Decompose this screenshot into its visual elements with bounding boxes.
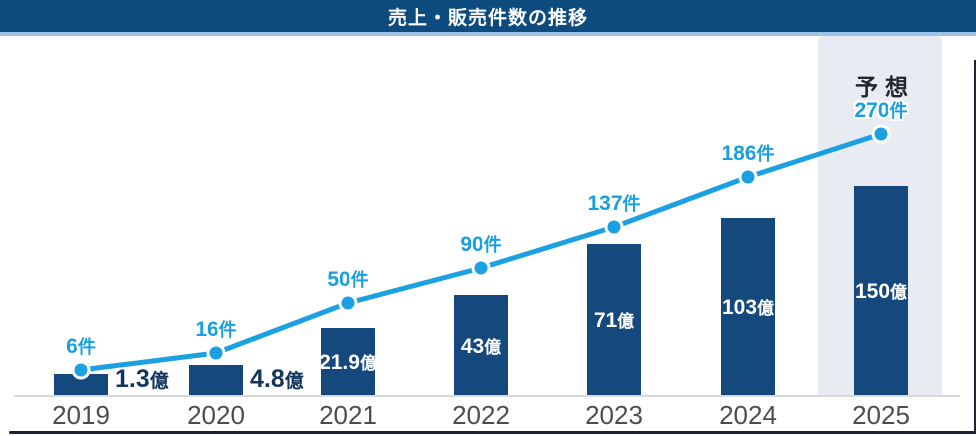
value-label-2021: 21.9億 xyxy=(319,349,377,375)
value-label-2022-number: 43 xyxy=(460,334,485,358)
count-label-2024: 186件 xyxy=(721,140,774,166)
value-label-2022-unit: 億 xyxy=(484,337,502,357)
bar-2024: 103億 xyxy=(721,218,775,396)
count-label-2024-number: 186 xyxy=(721,142,757,165)
forecast-label: 予想 xyxy=(855,74,915,100)
data-point-2024 xyxy=(738,167,758,187)
x-axis-label-2023: 2023 xyxy=(585,400,643,430)
bar-2022: 43億 xyxy=(454,295,508,396)
value-label-2019-number: 1.3 xyxy=(115,365,150,393)
value-label-2021-number: 21.9 xyxy=(319,351,360,374)
value-label-2019: 1.3億 xyxy=(115,365,169,394)
count-label-2020-number: 16 xyxy=(195,318,219,341)
value-label-2022: 43億 xyxy=(461,333,501,359)
value-label-2023-number: 71 xyxy=(593,309,618,332)
value-label-2021-unit: 億 xyxy=(359,354,377,373)
right-border xyxy=(974,60,976,434)
value-label-2025-number: 150 xyxy=(854,280,891,303)
value-label-2025-unit: 億 xyxy=(890,283,908,302)
x-axis-line xyxy=(14,395,960,397)
count-label-2019-number: 6 xyxy=(66,335,78,358)
count-label-2021: 50件 xyxy=(327,266,368,292)
count-label-2021-unit: 件 xyxy=(350,270,369,290)
count-label-2020: 16件 xyxy=(195,316,236,342)
x-axis-label-2024: 2024 xyxy=(719,400,777,430)
data-point-2020 xyxy=(206,343,226,363)
count-label-2019-unit: 件 xyxy=(77,337,96,357)
data-point-2021 xyxy=(338,293,358,313)
count-label-2022-unit: 件 xyxy=(483,235,502,255)
bar-2021: 21.9億 xyxy=(319,328,377,396)
value-label-2020-number: 4.8 xyxy=(250,365,285,393)
value-label-2020-unit: 億 xyxy=(284,371,304,392)
count-label-2025-number: 270 xyxy=(854,99,890,122)
x-axis-label-2022: 2022 xyxy=(452,400,510,430)
bottom-border xyxy=(9,431,976,434)
chart-header: 売上・販売件数の推移 xyxy=(0,0,976,32)
count-label-2023: 137件 xyxy=(587,190,640,216)
value-label-2023: 71億 xyxy=(594,307,634,333)
data-point-2022 xyxy=(471,258,491,278)
count-label-2023-unit: 件 xyxy=(622,194,641,214)
value-label-2024-number: 103 xyxy=(721,296,758,319)
count-label-2025: 270件 xyxy=(854,97,907,123)
count-label-2022-number: 90 xyxy=(460,233,484,256)
x-axis-label-2025: 2025 xyxy=(852,400,910,430)
bar-2019 xyxy=(54,374,108,396)
value-label-2020: 4.8億 xyxy=(250,365,304,394)
value-label-2019-unit: 億 xyxy=(149,371,169,392)
count-label-2019: 6件 xyxy=(66,333,96,359)
bar-2020 xyxy=(189,365,243,396)
count-label-2025-unit: 件 xyxy=(889,101,908,121)
bar-2023: 71億 xyxy=(587,244,641,396)
x-axis-label-2020: 2020 xyxy=(187,400,245,430)
bar-2025: 150億 xyxy=(854,186,908,396)
count-label-2021-number: 50 xyxy=(327,268,351,291)
header-underline xyxy=(0,32,976,36)
count-label-2022: 90件 xyxy=(460,231,501,257)
data-point-2023 xyxy=(604,217,624,237)
x-axis-label-2019: 2019 xyxy=(52,400,110,430)
value-label-2023-unit: 億 xyxy=(617,312,635,331)
value-label-2025: 150億 xyxy=(855,278,907,304)
chart-title: 売上・販売件数の推移 xyxy=(387,7,588,29)
value-label-2024: 103億 xyxy=(722,294,774,320)
count-label-2023-number: 137 xyxy=(587,192,623,215)
x-axis-label-2021: 2021 xyxy=(319,400,377,430)
count-label-2020-unit: 件 xyxy=(218,320,237,340)
count-label-2024-unit: 件 xyxy=(756,144,775,164)
value-label-2024-unit: 億 xyxy=(757,299,775,318)
